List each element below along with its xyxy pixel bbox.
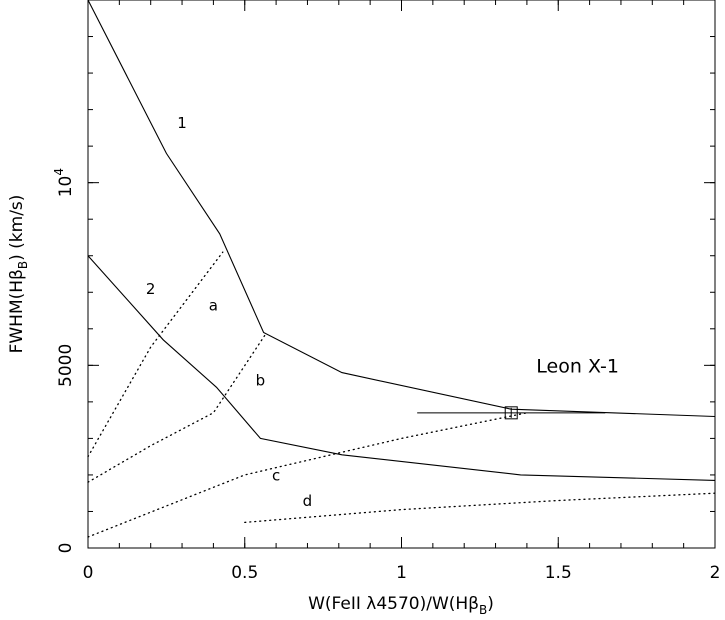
x-axis-label-end: ) — [487, 594, 494, 614]
x-tick-label-0-5: 0.5 — [231, 563, 258, 583]
curve-label-b: b — [256, 371, 266, 389]
plot-frame — [87, 0, 716, 549]
tick-labels: 0 0.5 1 1.5 2 0 5000 — [56, 344, 720, 583]
curve-2 — [87, 255, 716, 481]
leon-x1-point — [504, 406, 518, 420]
curve-label-c: c — [272, 466, 280, 484]
y-tick-label-10-4: 104 — [52, 168, 76, 197]
x-axis-label: W(FeII λ4570)/W(HβB) — [308, 594, 494, 617]
curve-a — [87, 251, 224, 458]
curve-label-d: d — [303, 492, 313, 510]
x-tick-label-1-5: 1.5 — [545, 563, 572, 583]
x-tick-label-1: 1 — [396, 563, 407, 583]
axis-ticks — [87, 0, 716, 549]
curve-labels: 1 2 a b c d — [146, 114, 312, 510]
curve-label-2: 2 — [146, 280, 156, 298]
x-axis-label-sub: B — [479, 603, 487, 617]
curve-label-1: 1 — [177, 114, 187, 132]
curve-d — [244, 492, 716, 524]
curve-b — [87, 331, 268, 483]
x-tick-label-2: 2 — [710, 563, 721, 583]
curves — [87, 0, 716, 538]
y-tick-label-exp: 4 — [52, 168, 66, 176]
curve-label-a: a — [209, 297, 218, 315]
y-axis-label-sub: B — [16, 261, 30, 269]
curve-c — [87, 412, 528, 538]
x-tick-label-0: 0 — [83, 563, 94, 583]
y-axis-label: FWHM(HβB) (km/s) — [7, 195, 30, 354]
leon-x1-label: Leon X-1 — [536, 356, 619, 378]
y-tick-label-5000: 5000 — [56, 344, 76, 387]
y-tick-label-0: 0 — [56, 543, 76, 554]
y-tick-label-base: 10 — [56, 176, 76, 198]
y-axis-label-end: ) (km/s) — [7, 195, 27, 261]
leon-x1-marker — [417, 406, 606, 420]
x-axis-label-main: W(FeII λ4570)/W(Hβ — [308, 594, 479, 614]
y-axis-label-main: FWHM(Hβ — [7, 269, 27, 353]
curve-1 — [87, 0, 716, 418]
